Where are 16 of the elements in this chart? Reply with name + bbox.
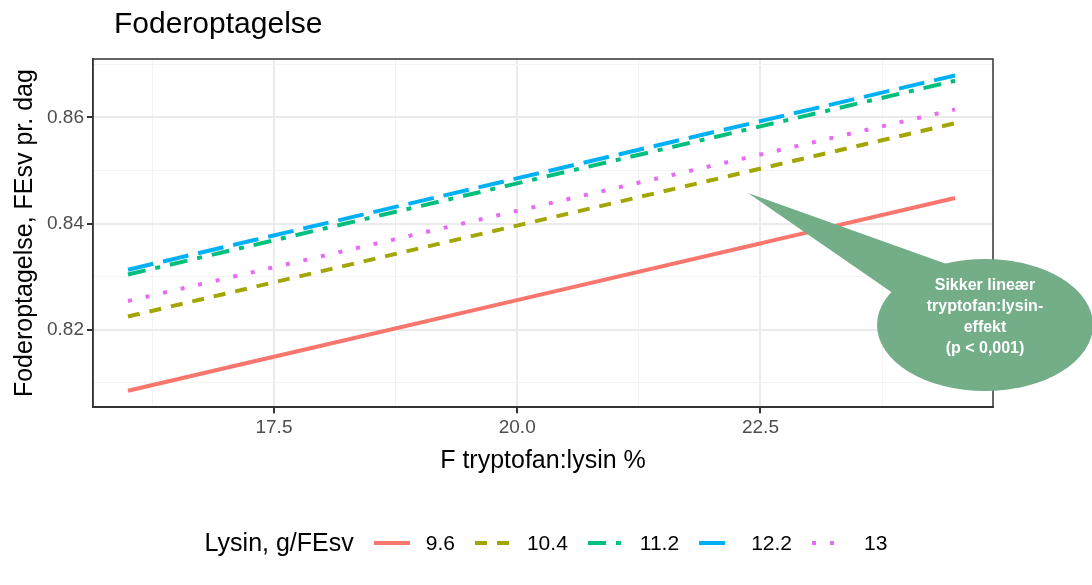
legend-title: Lysin, g/FEsv [204,528,354,557]
y-tick-label: 0.84 [47,211,85,233]
legend-label: 9.6 [425,530,455,555]
legend-label: 11.2 [639,530,680,555]
x-tick-label: 22.5 [741,415,779,437]
chart-title: Foderoptagelse [114,6,323,40]
annotation: Sikker lineær tryptofan:lysin- effekt (p < 0,001) [925,275,1045,358]
legend-label: 10.4 [526,530,568,555]
y-tick-label: 0.86 [47,105,84,127]
x-tick-label: 17.5 [255,415,293,437]
y-tick-label: 0.82 [47,317,84,339]
legend-label: 13 [864,530,888,555]
y-axis-title: Foderoptagelse, FEsv pr. dag [8,69,37,398]
x-tick-label: 20.0 [498,415,536,437]
x-axis-title: F tryptofan:lysin % [440,444,646,473]
legend-label: 12.2 [751,530,793,555]
